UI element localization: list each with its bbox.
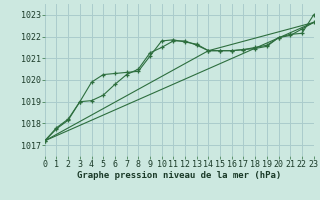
X-axis label: Graphe pression niveau de la mer (hPa): Graphe pression niveau de la mer (hPa) bbox=[77, 171, 281, 180]
